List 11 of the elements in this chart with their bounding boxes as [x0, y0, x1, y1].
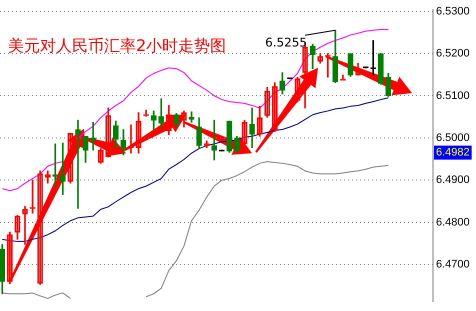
y-tick-label: 6.4800 — [436, 216, 470, 228]
text: 6.4982 — [436, 146, 470, 159]
y-tick-label: 6.5300 — [436, 5, 470, 18]
y-tick-label: 6.5000 — [436, 132, 470, 144]
text: 美元对人民币汇率2小时走势图 — [8, 36, 226, 57]
y-tick-label: 6.4900 — [436, 174, 470, 186]
y-tick-label: 6.4700 — [436, 258, 470, 271]
candlestick — [75, 120, 81, 209]
y-tick-label: 6.5200 — [436, 48, 470, 60]
annotation: 6.5255 — [265, 35, 308, 50]
y-tick-label: 6.5100 — [436, 90, 470, 102]
